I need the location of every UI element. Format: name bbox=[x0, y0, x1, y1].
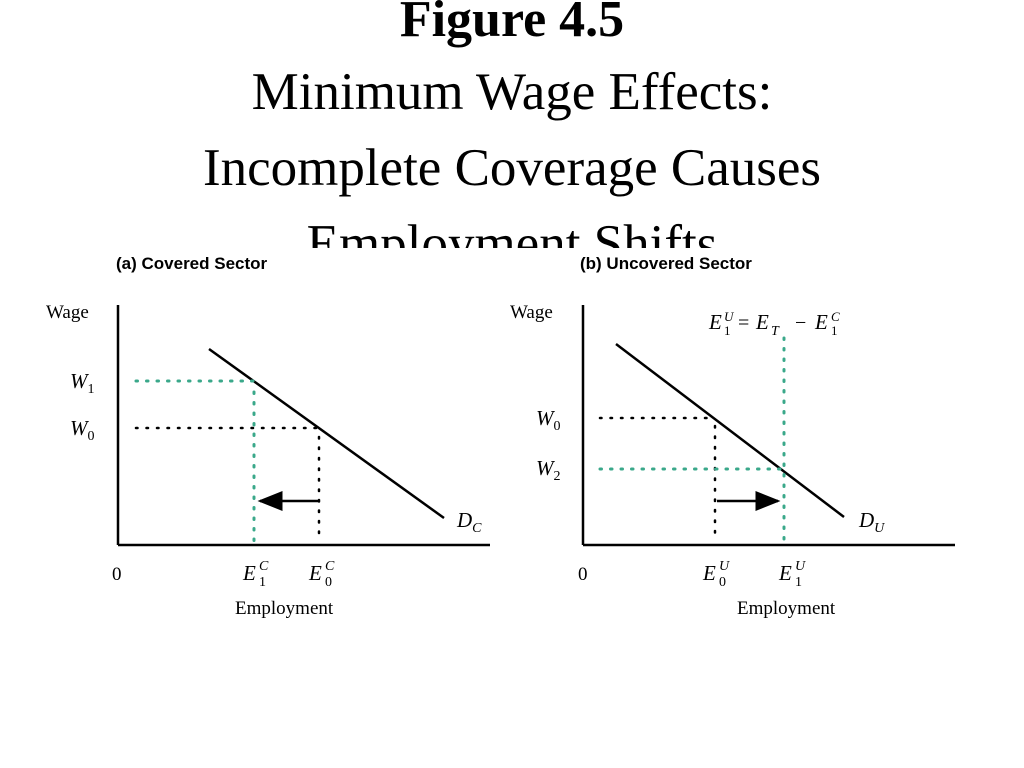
figure-title-line-3: Employment Shifts bbox=[306, 215, 718, 248]
svg-text:=: = bbox=[738, 312, 749, 334]
panel-b-origin-label: 0 bbox=[578, 564, 588, 585]
panel-a-y-axis-label: Wage bbox=[46, 302, 89, 323]
svg-text:E: E bbox=[702, 561, 716, 585]
svg-text:1: 1 bbox=[724, 323, 731, 338]
panel-a-x-axis-label: Employment bbox=[235, 598, 334, 619]
panel-b-w0-label: W0 bbox=[536, 406, 561, 434]
panel-a-e0-label: E 0 C bbox=[308, 559, 335, 590]
figure-title-block: Figure 4.5 Minimum Wage Effects: Incompl… bbox=[0, 0, 1024, 248]
svg-text:E: E bbox=[308, 561, 322, 585]
panel-a-demand-label: DC bbox=[456, 508, 482, 536]
svg-text:E: E bbox=[242, 561, 256, 585]
svg-text:0: 0 bbox=[325, 575, 332, 590]
panel-covered-sector: (a) Covered Sector Wage Employment 0 W1 … bbox=[46, 254, 490, 619]
panel-b-e0-label: E 0 U bbox=[702, 559, 730, 590]
panel-b-title: (b) Uncovered Sector bbox=[580, 254, 752, 273]
panel-b-e1-label: E 1 U bbox=[778, 559, 806, 590]
panel-b-employment-equation: E U 1 = E T − E C 1 bbox=[708, 309, 840, 339]
figure-number: Figure 4.5 bbox=[399, 0, 625, 48]
svg-text:U: U bbox=[719, 559, 730, 574]
svg-text:U: U bbox=[724, 309, 735, 324]
svg-text:E: E bbox=[708, 310, 722, 334]
panel-b-x-axis-label: Employment bbox=[737, 598, 836, 619]
svg-text:E: E bbox=[755, 310, 769, 334]
svg-text:T: T bbox=[771, 324, 780, 339]
panel-a-e1-label: E 1 C bbox=[242, 559, 269, 590]
svg-text:1: 1 bbox=[795, 575, 802, 590]
figure-title-line-1: Minimum Wage Effects: bbox=[251, 63, 773, 121]
panel-uncovered-sector: (b) Uncovered Sector Wage Employment 0 W… bbox=[510, 254, 955, 619]
panel-a-demand-curve bbox=[208, 347, 445, 520]
panel-a-w1-label: W1 bbox=[70, 369, 95, 397]
svg-text:C: C bbox=[831, 309, 840, 324]
panel-b-demand-curve bbox=[615, 343, 845, 518]
panel-a-title: (a) Covered Sector bbox=[116, 254, 268, 273]
svg-text:E: E bbox=[814, 310, 828, 334]
panel-b-y-axis-label: Wage bbox=[510, 302, 553, 323]
svg-text:−: − bbox=[795, 312, 806, 334]
svg-text:1: 1 bbox=[831, 323, 838, 338]
panel-a-w0-label: W0 bbox=[70, 416, 95, 444]
figure-title-line-2: Incomplete Coverage Causes bbox=[202, 139, 822, 197]
svg-text:C: C bbox=[325, 559, 335, 574]
panel-b-demand-label: DU bbox=[858, 508, 885, 536]
panel-a-origin-label: 0 bbox=[112, 564, 122, 585]
svg-text:0: 0 bbox=[719, 575, 726, 590]
svg-text:C: C bbox=[259, 559, 269, 574]
svg-text:1: 1 bbox=[259, 575, 266, 590]
svg-text:E: E bbox=[778, 561, 792, 585]
svg-text:U: U bbox=[795, 559, 806, 574]
panel-b-w2-label: W2 bbox=[536, 456, 561, 484]
